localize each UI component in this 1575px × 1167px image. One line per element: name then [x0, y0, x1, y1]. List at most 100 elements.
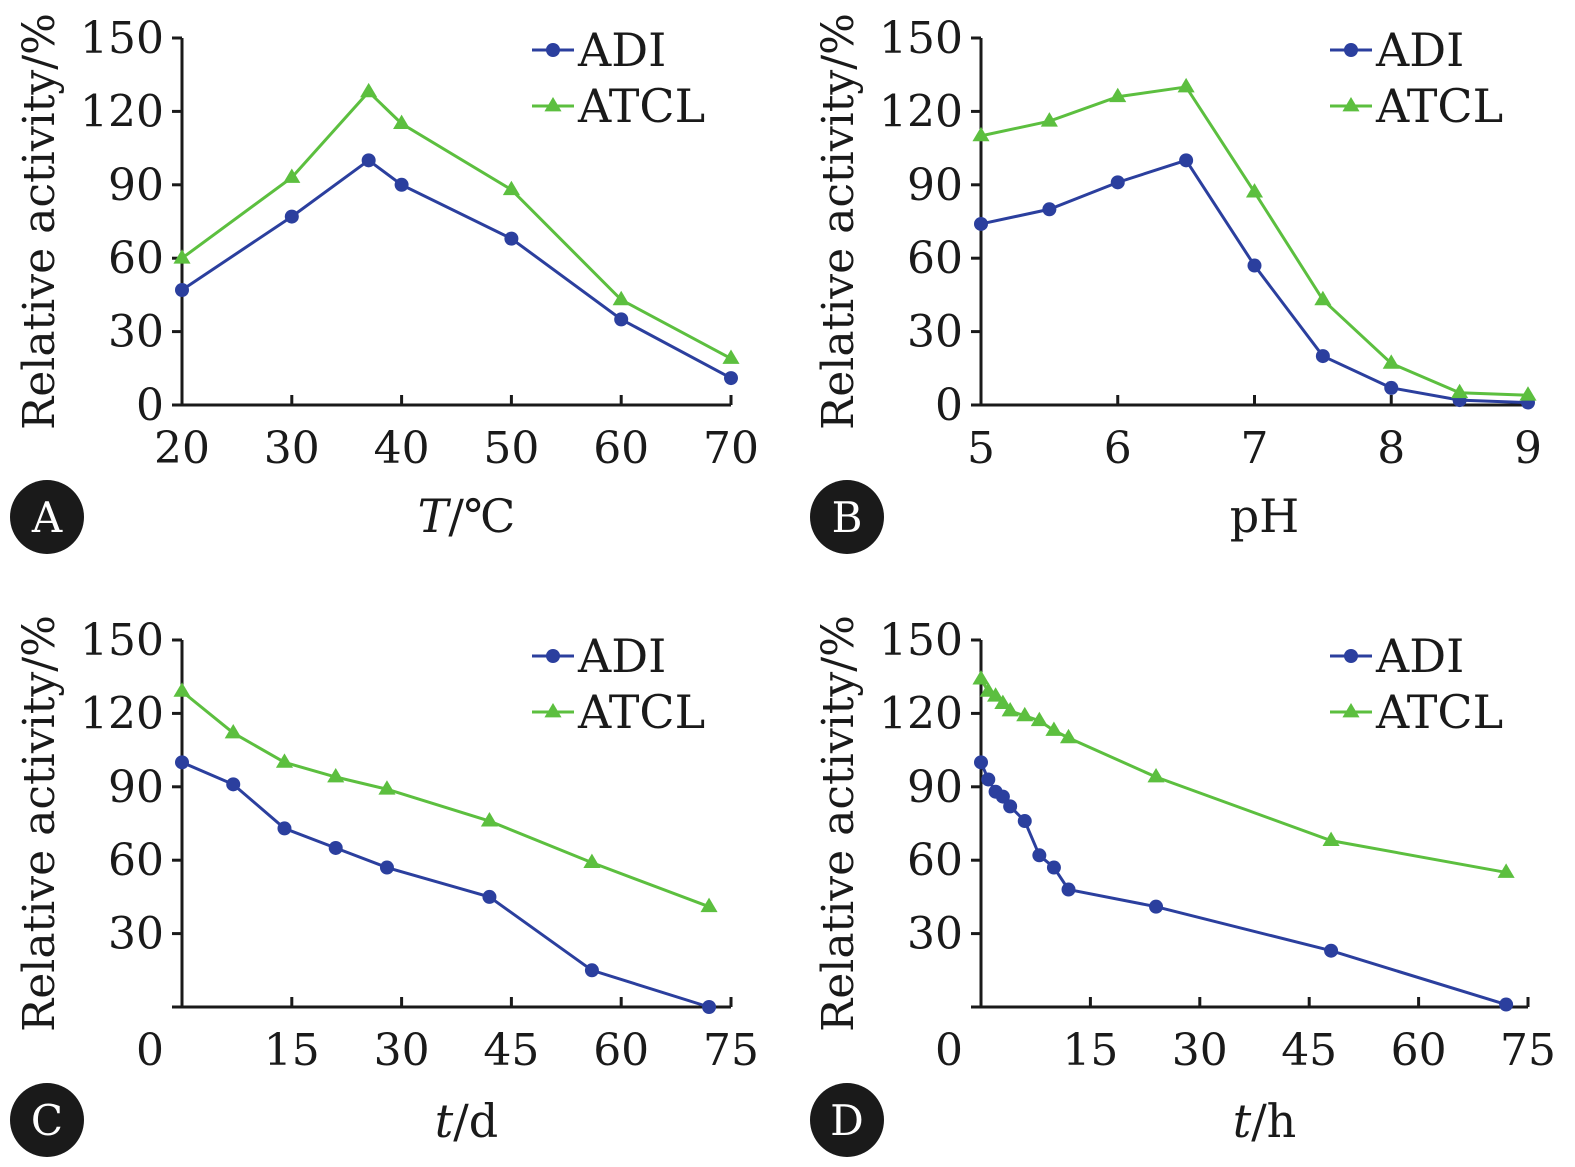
x-tick-label: 60 — [593, 423, 649, 474]
data-point-atcl — [1147, 768, 1165, 783]
data-point-adi — [284, 209, 299, 224]
panel-badge — [10, 480, 84, 554]
data-point-atcl — [1001, 701, 1019, 717]
legend-label-adi: ADI — [1375, 629, 1464, 683]
data-point-atcl — [1109, 87, 1127, 103]
legend-marker-adi — [1344, 43, 1358, 57]
x-tick-label: 0 — [935, 1025, 963, 1076]
panel-badge — [810, 480, 884, 554]
data-point-adi — [724, 371, 738, 386]
data-point-atcl — [480, 812, 498, 827]
legend-label-adi: ADI — [1375, 23, 1464, 77]
data-point-adi — [974, 755, 988, 770]
data-point-atcl — [173, 682, 191, 697]
data-point-atcl — [275, 753, 294, 768]
y-tick-label: 30 — [108, 909, 164, 960]
x-tick-label: 5 — [967, 423, 995, 474]
x-axis-label: t/d — [435, 1094, 498, 1148]
data-point-adi — [1003, 799, 1018, 814]
x-axis-label-unit: /d — [453, 1094, 498, 1148]
x-axis-label-variable: t — [435, 1094, 454, 1148]
data-point-adi — [995, 789, 1010, 804]
chart-panel-b: 0 30 60 90 120 150 5 6 7 8 9 Relative activity/% pH A… — [810, 13, 1542, 554]
x-tick-label: 40 — [374, 423, 430, 474]
data-point-atcl — [722, 349, 740, 364]
x-tick-label: 0 — [136, 1025, 164, 1076]
data-point-atcl — [1245, 183, 1264, 198]
data-point-atcl — [1016, 706, 1034, 722]
data-point-atcl — [360, 82, 378, 98]
data-point-atcl — [1451, 383, 1469, 399]
legend-marker-adi — [1344, 649, 1358, 663]
y-tick-label: 0 — [935, 380, 963, 431]
series-line-atcl — [181, 690, 710, 909]
data-point-atcl — [1040, 112, 1058, 127]
x-tick-label: 60 — [1391, 1025, 1447, 1076]
panel-badge — [10, 1083, 84, 1157]
data-point-adi — [1384, 380, 1399, 395]
x-tick-label: 15 — [264, 1025, 320, 1076]
data-point-adi — [1042, 202, 1057, 217]
legend-marker-adi — [546, 43, 560, 57]
x-axis-label: pH — [1230, 489, 1300, 543]
data-point-atcl — [173, 249, 191, 264]
y-tick-label: 60 — [907, 835, 963, 886]
panel-badge-label: D — [830, 1096, 864, 1145]
series-line-adi — [181, 158, 732, 380]
y-tick-label: 150 — [80, 615, 164, 666]
x-tick-label: 75 — [703, 1025, 759, 1076]
chart-panel-c: 30 60 90 120 150 0 15 30 45 60 75 Relative activity… — [10, 615, 759, 1157]
data-point-adi — [175, 283, 189, 298]
data-point-atcl — [502, 180, 520, 196]
data-point-adi — [1324, 943, 1339, 958]
data-point-adi — [1247, 258, 1262, 273]
chart-panel-a: 0 30 60 90 120 150 20 30 40 50 60 70 Relative activi… — [10, 13, 759, 554]
data-point-atcl — [1382, 354, 1400, 369]
data-point-atcl — [283, 168, 301, 183]
data-point-atcl — [1519, 386, 1537, 401]
x-axis-label: t/h — [1233, 1094, 1297, 1148]
data-point-adi — [1017, 814, 1032, 829]
data-point-atcl — [1030, 711, 1048, 727]
data-point-adi — [482, 889, 497, 904]
legend-marker-atcl — [544, 703, 562, 718]
data-point-atcl — [1059, 728, 1078, 744]
data-point-adi — [394, 177, 409, 192]
x-axis-label-variable: T — [418, 489, 452, 543]
data-point-atcl — [1497, 863, 1515, 878]
panel-badge-label: A — [31, 493, 63, 542]
panel-badge — [810, 1083, 884, 1157]
data-point-atcl — [1322, 831, 1340, 847]
y-axis-label: Relative activity/% — [813, 13, 864, 430]
data-point-atcl — [1177, 77, 1195, 93]
y-tick-label: 120 — [879, 688, 963, 739]
x-tick-label: 45 — [1281, 1025, 1337, 1076]
panel-badge-label: B — [832, 493, 863, 542]
data-point-adi — [379, 860, 394, 875]
x-tick-label: 60 — [593, 1025, 649, 1076]
x-tick-label: 30 — [264, 423, 320, 474]
x-axis-label-variable: t — [1233, 1094, 1252, 1148]
y-tick-label: 90 — [108, 160, 164, 211]
data-point-atcl — [224, 723, 242, 739]
y-axis-label: Relative activity/% — [14, 13, 65, 430]
data-point-adi — [1032, 848, 1047, 863]
x-tick-label: 70 — [703, 423, 759, 474]
data-point-adi — [1499, 997, 1514, 1012]
data-point-adi — [1149, 899, 1164, 914]
data-point-atcl — [987, 687, 1005, 702]
x-tick-label: 9 — [1514, 423, 1542, 474]
legend-label-atcl: ATCL — [1375, 79, 1503, 133]
data-point-atcl — [700, 897, 718, 913]
x-axis-label: T/℃ — [418, 489, 516, 543]
y-tick-label: 30 — [907, 307, 963, 358]
data-point-atcl — [972, 126, 990, 142]
x-tick-label: 45 — [483, 1025, 539, 1076]
x-tick-label: 20 — [154, 423, 210, 474]
legend-label-atcl: ATCL — [577, 79, 705, 133]
data-point-adi — [1110, 175, 1125, 190]
x-tick-label: 75 — [1500, 1025, 1556, 1076]
x-tick-label: 8 — [1377, 423, 1405, 474]
data-point-adi — [1046, 860, 1061, 875]
legend-label-adi: ADI — [577, 23, 666, 77]
